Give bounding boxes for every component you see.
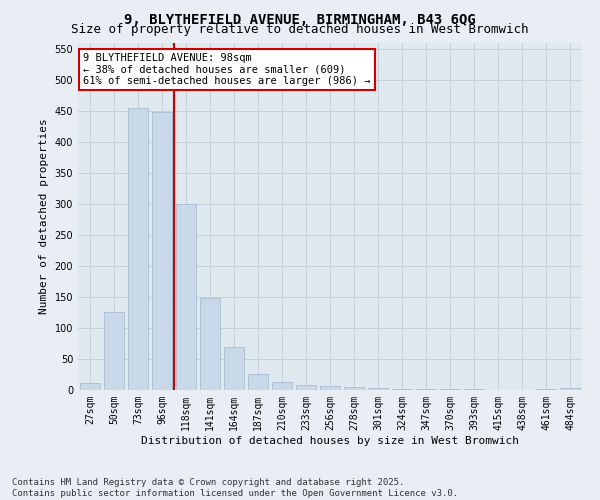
Text: Contains HM Land Registry data © Crown copyright and database right 2025.
Contai: Contains HM Land Registry data © Crown c… — [12, 478, 458, 498]
Bar — [368, 388, 388, 390]
Text: Size of property relative to detached houses in West Bromwich: Size of property relative to detached ho… — [71, 22, 529, 36]
Bar — [272, 382, 292, 390]
Bar — [392, 389, 412, 390]
Text: 9 BLYTHEFIELD AVENUE: 98sqm
← 38% of detached houses are smaller (609)
61% of se: 9 BLYTHEFIELD AVENUE: 98sqm ← 38% of det… — [83, 53, 371, 86]
Bar — [344, 387, 364, 390]
Text: 9, BLYTHEFIELD AVENUE, BIRMINGHAM, B43 6QG: 9, BLYTHEFIELD AVENUE, BIRMINGHAM, B43 6… — [124, 12, 476, 26]
Y-axis label: Number of detached properties: Number of detached properties — [39, 118, 49, 314]
Bar — [128, 108, 148, 390]
Bar — [176, 204, 196, 390]
Bar — [104, 312, 124, 390]
Bar — [80, 382, 100, 390]
Bar — [248, 374, 268, 390]
Bar — [152, 112, 172, 390]
Bar — [224, 346, 244, 390]
X-axis label: Distribution of detached houses by size in West Bromwich: Distribution of detached houses by size … — [141, 436, 519, 446]
Bar — [320, 386, 340, 390]
Bar — [560, 388, 580, 390]
Bar — [296, 385, 316, 390]
Bar — [200, 298, 220, 390]
